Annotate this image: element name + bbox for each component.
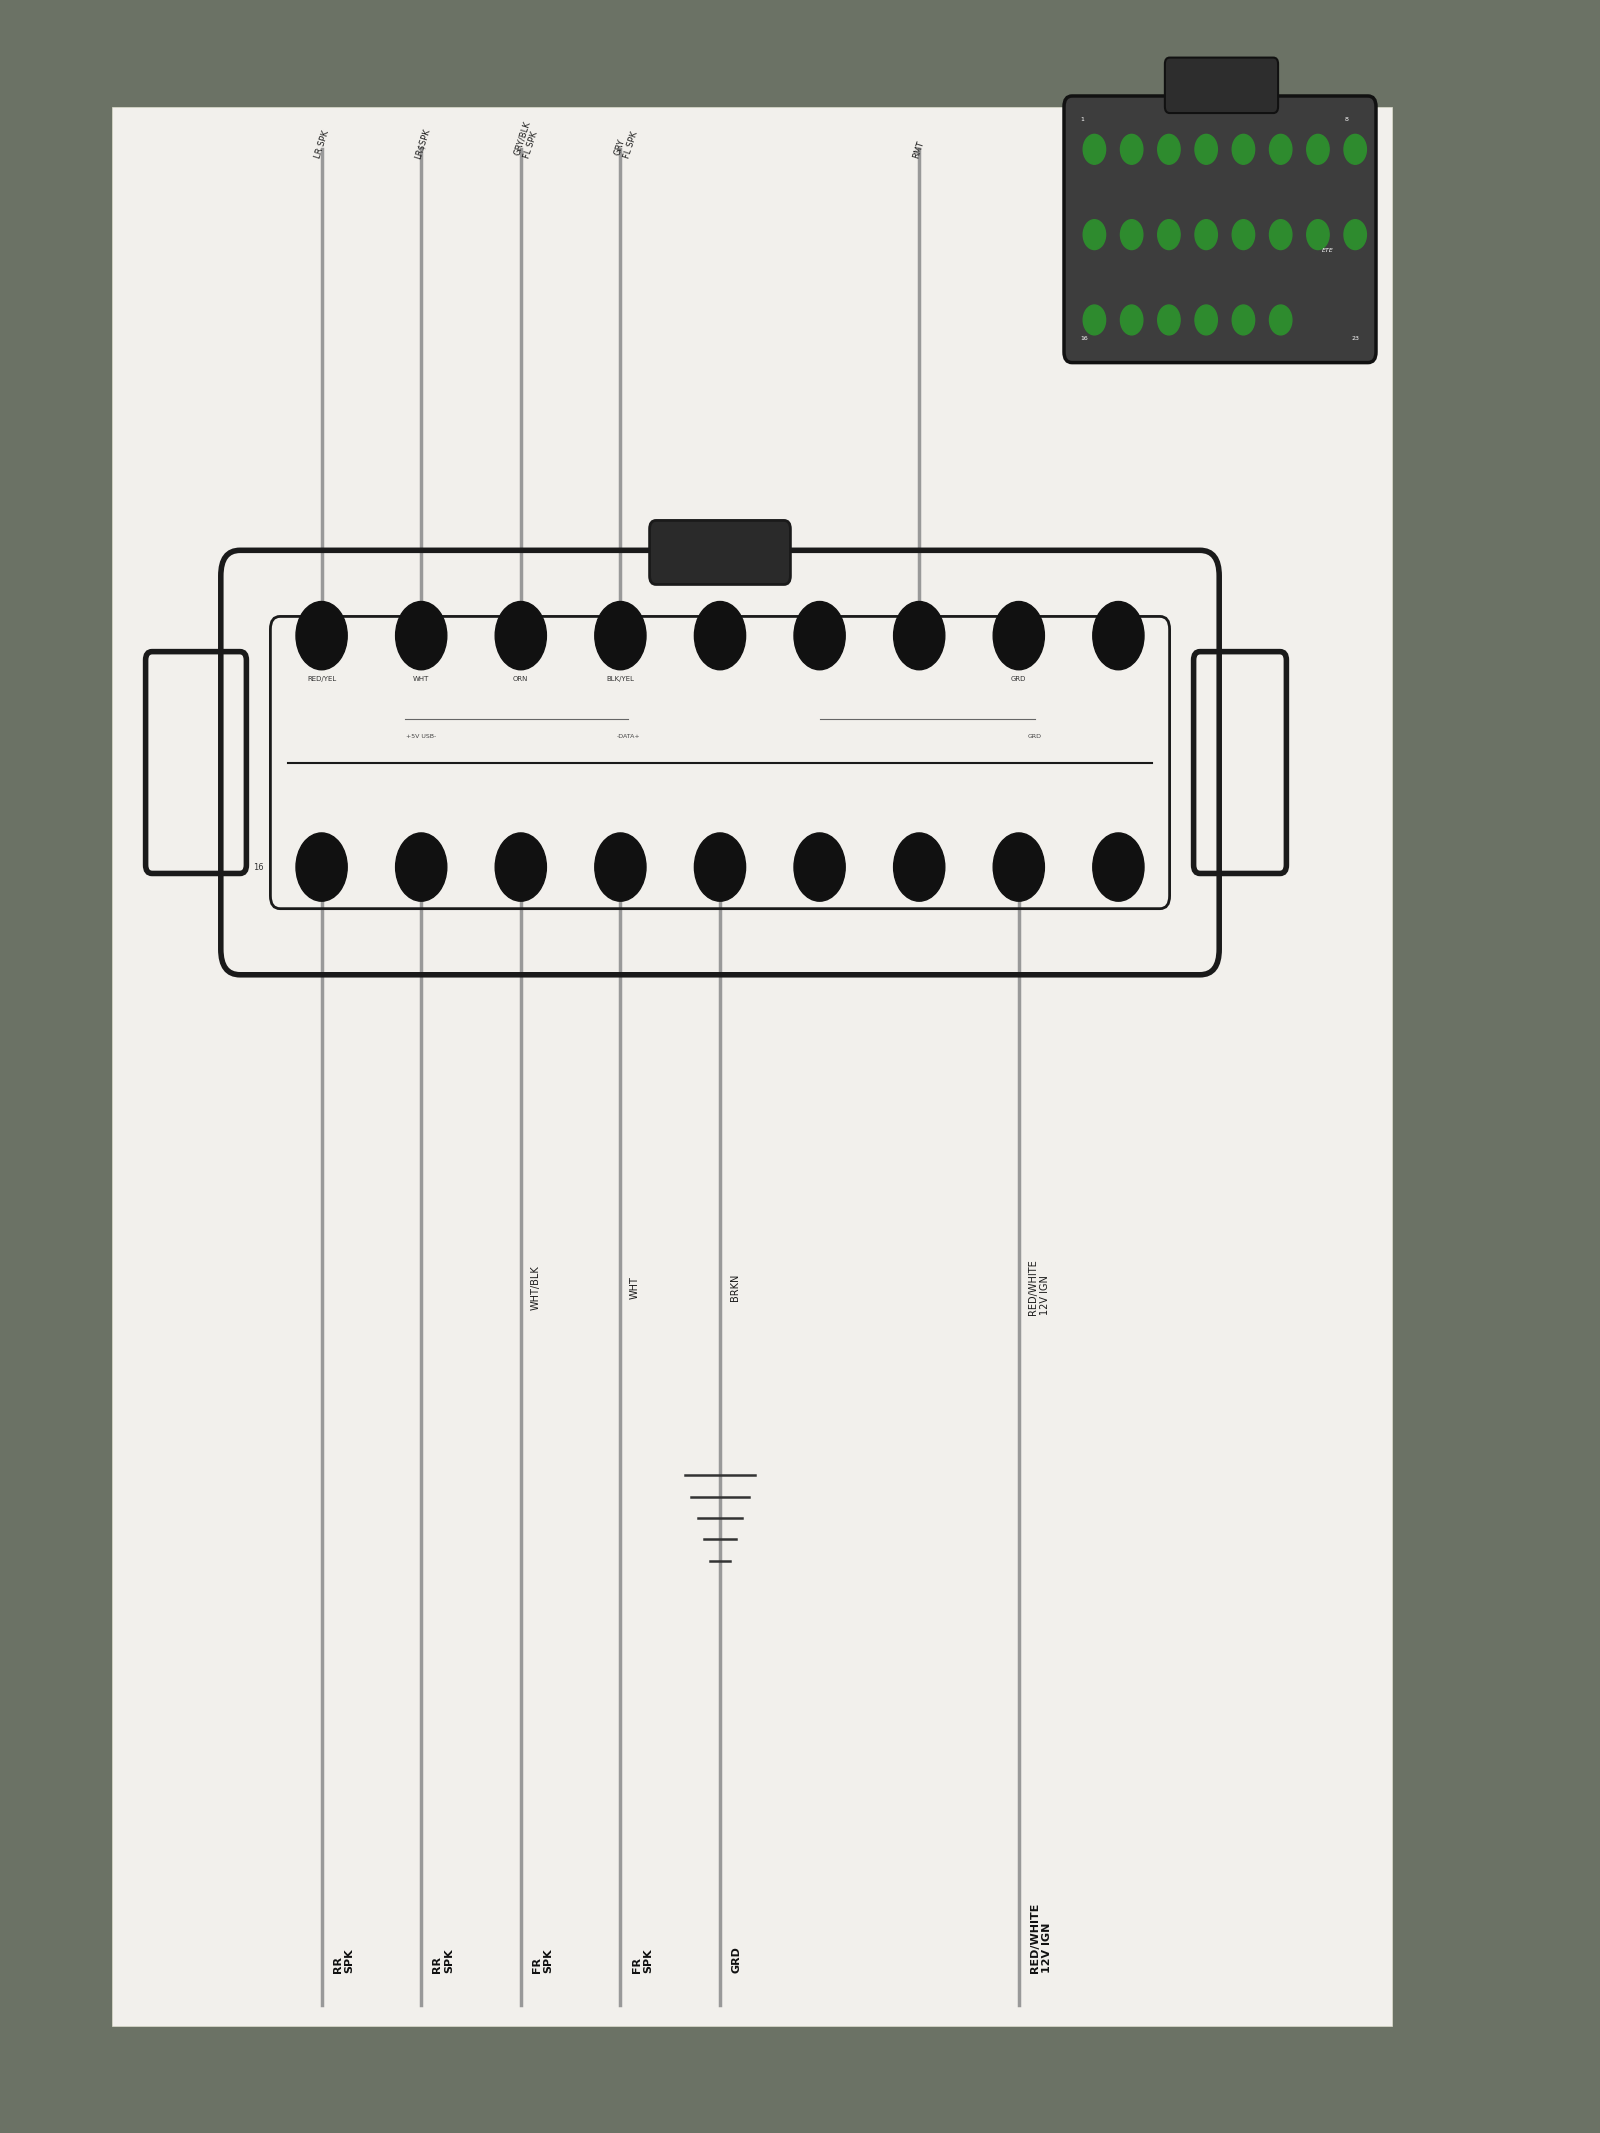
Circle shape [595,832,646,900]
Text: WHT: WHT [630,1276,640,1299]
Circle shape [893,602,946,670]
Circle shape [1083,305,1106,335]
Text: -DATA+: -DATA+ [616,734,640,738]
Circle shape [1269,220,1291,250]
Circle shape [1083,220,1106,250]
Circle shape [1093,832,1144,900]
Circle shape [1093,602,1144,670]
Text: RED/WHITE
12V IGN: RED/WHITE 12V IGN [1030,1903,1051,1973]
FancyBboxPatch shape [650,520,790,584]
FancyBboxPatch shape [1064,96,1376,363]
Text: 1: 1 [1080,117,1083,122]
Circle shape [1120,305,1142,335]
Text: BLK/YEL: BLK/YEL [606,676,634,683]
Circle shape [1195,134,1218,164]
Circle shape [595,602,646,670]
Circle shape [1307,134,1330,164]
FancyBboxPatch shape [112,107,1392,2026]
Circle shape [1307,220,1330,250]
Text: FR
SPK: FR SPK [531,1947,554,1973]
Circle shape [296,602,347,670]
Circle shape [994,832,1045,900]
Text: 16: 16 [1080,337,1088,341]
Text: GRD: GRD [731,1945,741,1973]
Text: WHT: WHT [413,676,429,683]
Circle shape [1232,305,1254,335]
Text: WHT/BLK: WHT/BLK [531,1265,541,1310]
Text: GRD: GRD [1011,676,1027,683]
Text: ETE: ETE [1322,247,1334,254]
FancyBboxPatch shape [1165,58,1278,113]
Text: 23: 23 [1352,337,1360,341]
Text: RED/YEL: RED/YEL [307,676,336,683]
Text: BRKN: BRKN [730,1273,739,1301]
Text: GRY
FL SPK: GRY FL SPK [613,128,640,160]
Text: RR
SPK: RR SPK [432,1947,454,1973]
Circle shape [1344,134,1366,164]
Text: 16: 16 [253,862,264,872]
Circle shape [1232,134,1254,164]
Circle shape [1269,305,1291,335]
Text: GRY/BLK
FL SPK: GRY/BLK FL SPK [512,119,542,160]
Circle shape [1120,134,1142,164]
Circle shape [1158,220,1181,250]
Text: LR SPK: LR SPK [314,130,331,160]
Text: 8: 8 [1346,117,1349,122]
Circle shape [296,832,347,900]
Circle shape [1158,305,1181,335]
Circle shape [1232,220,1254,250]
Circle shape [694,602,746,670]
Circle shape [893,832,946,900]
Text: GRD: GRD [1027,734,1042,738]
Text: RMT: RMT [912,141,925,160]
Circle shape [694,832,746,900]
Circle shape [994,602,1045,670]
Circle shape [395,832,446,900]
Circle shape [496,832,547,900]
Circle shape [1158,134,1181,164]
Circle shape [794,832,845,900]
Text: FR
SPK: FR SPK [632,1947,653,1973]
Text: ORN: ORN [514,676,528,683]
Circle shape [395,602,446,670]
Circle shape [1195,220,1218,250]
Circle shape [1344,220,1366,250]
Circle shape [794,602,845,670]
Circle shape [1195,305,1218,335]
Circle shape [1269,134,1291,164]
Circle shape [1083,134,1106,164]
Text: LR$SPK: LR$SPK [413,128,432,160]
Text: RR
SPK: RR SPK [333,1947,355,1973]
Circle shape [496,602,547,670]
Text: +5V USB-: +5V USB- [406,734,437,738]
Circle shape [1120,220,1142,250]
Text: RED/WHITE
12V IGN: RED/WHITE 12V IGN [1029,1261,1050,1316]
